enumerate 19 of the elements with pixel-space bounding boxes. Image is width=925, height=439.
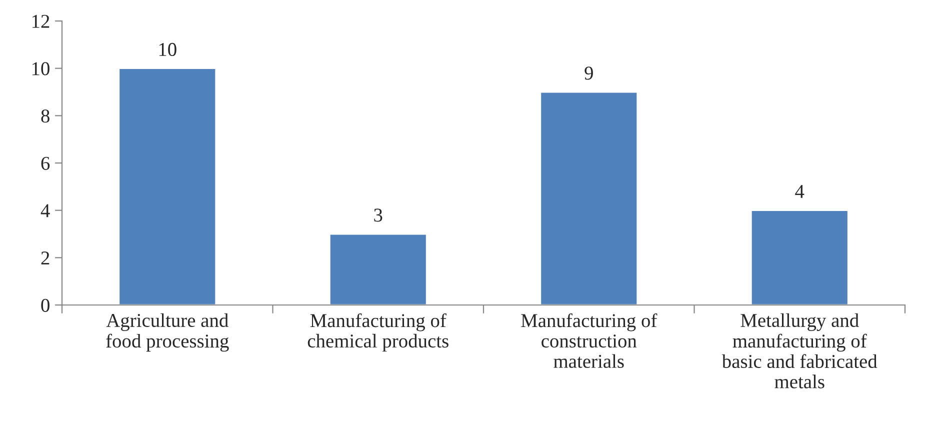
y-tick-label: 4 bbox=[40, 204, 50, 218]
bar bbox=[750, 210, 849, 305]
bar bbox=[118, 68, 217, 305]
y-tick-label: 10 bbox=[32, 62, 50, 76]
y-tick-label: 0 bbox=[41, 298, 50, 312]
bar bbox=[540, 91, 638, 305]
data-label: 9 bbox=[584, 66, 593, 80]
bar bbox=[328, 233, 428, 305]
y-tick-label: 8 bbox=[41, 109, 50, 123]
y-tick-label: 12 bbox=[32, 14, 50, 28]
data-label: 3 bbox=[374, 208, 382, 222]
data-label: 4 bbox=[795, 185, 804, 198]
x-tick-label: Metallurgy and manufacturing of basic and fabricated metals bbox=[722, 313, 878, 388]
y-tick-label: 2 bbox=[41, 252, 50, 264]
x-tick-label: Manufacturing of construction materials bbox=[521, 313, 658, 368]
y-tick-label: 6 bbox=[41, 156, 50, 170]
data-label: 10 bbox=[159, 42, 176, 56]
x-tick-label: Agriculture and food processing bbox=[106, 313, 229, 352]
x-tick-label: Manufacturing of chemical products bbox=[308, 313, 448, 352]
